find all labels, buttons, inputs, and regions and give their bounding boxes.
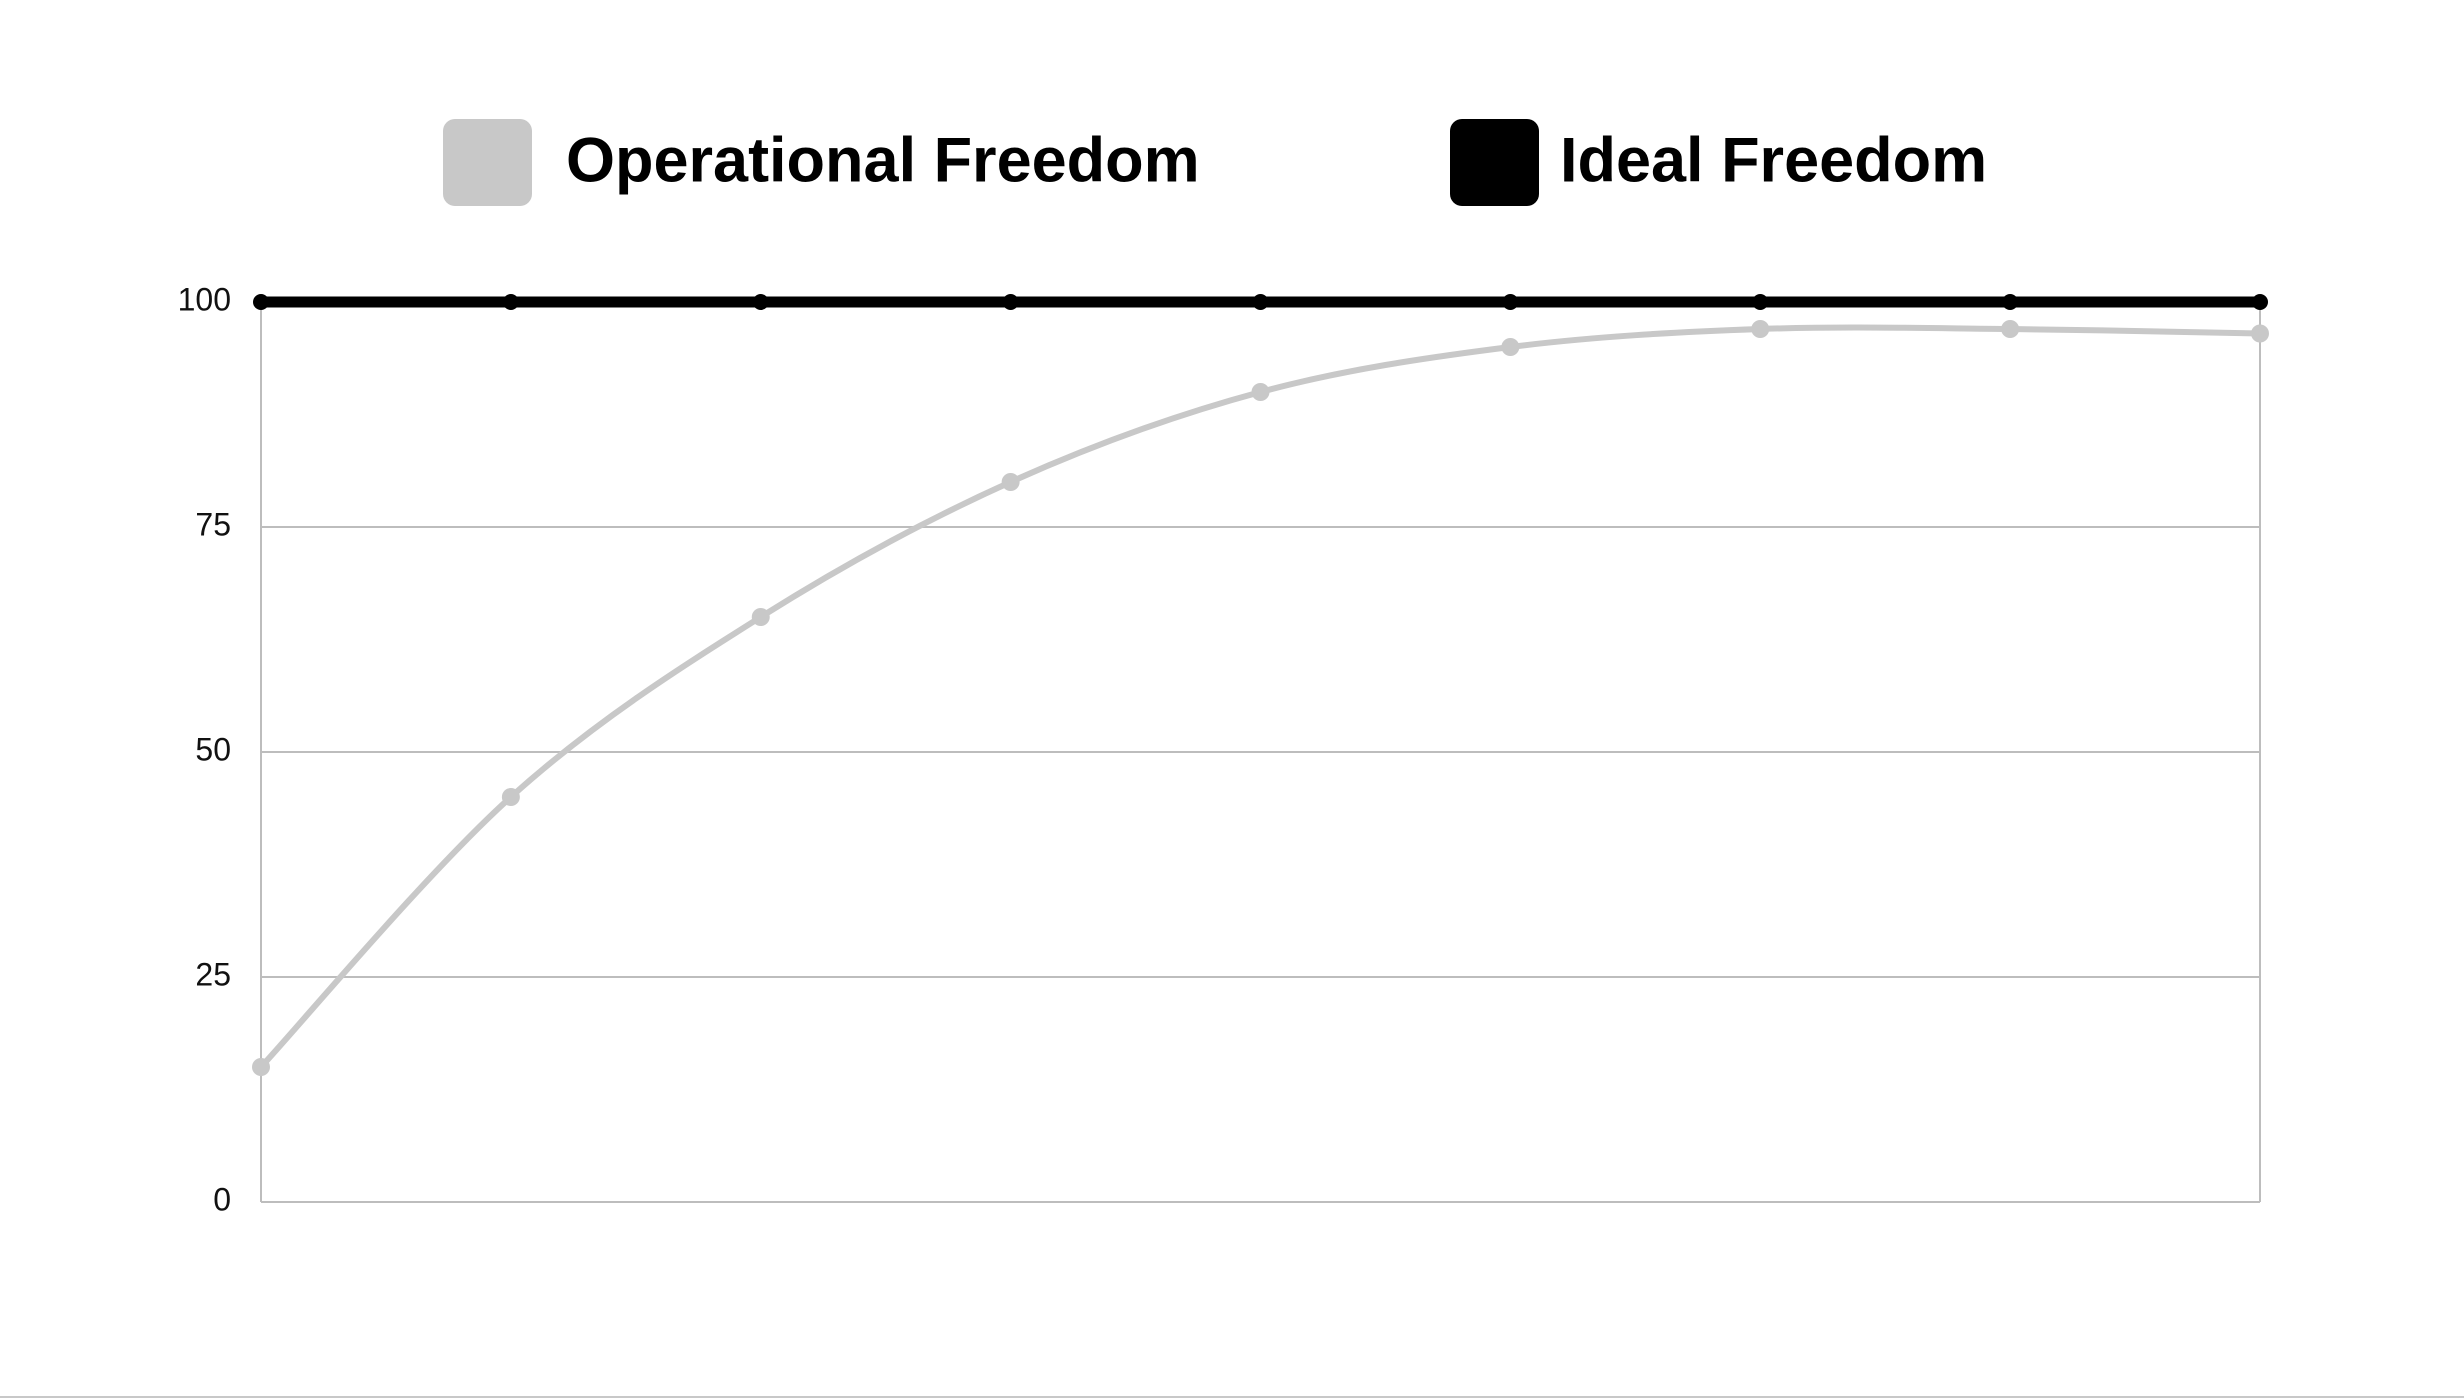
y-tick-label: 50 [195,731,231,767]
y-tick-label: 75 [195,506,231,542]
data-point [2251,324,2269,343]
data-point [1502,294,1519,310]
y-tick-label: 100 [178,281,231,317]
data-point [1252,294,1269,310]
data-point [1752,294,1769,310]
data-point [502,294,519,310]
legend-swatch [1450,119,1539,206]
legend-label: Ideal Freedom [1560,126,1987,196]
y-tick-label: 25 [195,956,231,992]
series-line [258,324,2263,1070]
data-point [253,294,269,310]
data-point [252,1058,270,1076]
data-point [2001,320,2020,338]
data-point [751,608,770,626]
data-point [752,294,769,310]
y-tick-label: 0 [213,1181,231,1217]
data-point [1501,338,1520,356]
data-point [1251,383,1270,401]
data-point [501,788,520,806]
legend-swatch [443,119,532,206]
data-point [1002,294,1019,310]
data-point [1001,473,1020,491]
data-point [2002,294,2019,310]
legend-label: Operational Freedom [566,126,1200,196]
data-point [2252,294,2268,310]
data-point [1751,320,1770,338]
